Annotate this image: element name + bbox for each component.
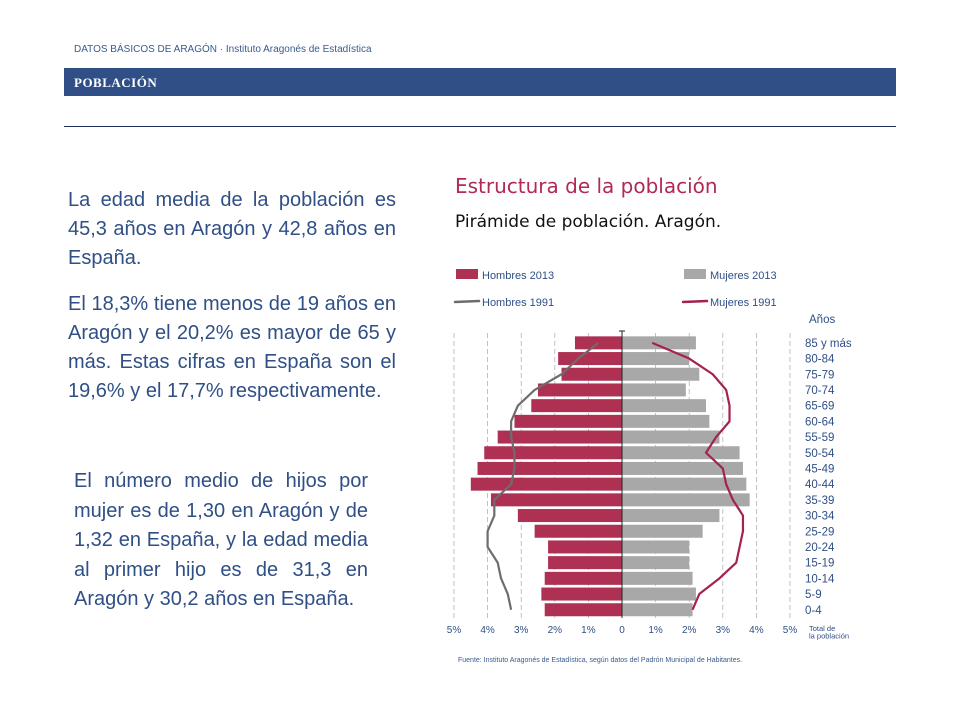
age-label: 15-19 [805, 558, 834, 570]
bar-mujeres-2013 [622, 446, 740, 460]
age-label: 25-29 [805, 526, 834, 538]
bar-mujeres-2013 [622, 367, 700, 381]
section-title: POBLACIÓN [74, 75, 158, 90]
bar-hombres-2013 [497, 430, 622, 444]
chart-subtitle: Pirámide de población. Aragón. [455, 212, 722, 232]
bar-mujeres-2013 [622, 493, 750, 507]
line-hombres-1991 [486, 341, 600, 610]
bar-mujeres-2013 [622, 524, 703, 538]
age-label: 60-64 [805, 416, 835, 428]
legend-label: Mujeres 2013 [710, 270, 777, 282]
legend-label: Mujeres 1991 [710, 297, 777, 309]
bar-hombres-2013 [531, 399, 622, 413]
bar-mujeres-2013 [622, 414, 710, 428]
bar-hombres-2013 [558, 352, 622, 366]
legend-label: Hombres 1991 [482, 297, 554, 309]
bar-hombres-2013 [544, 571, 622, 585]
bar-mujeres-2013 [622, 540, 690, 554]
age-label: 85 y más [805, 338, 852, 350]
age-label: 10-14 [805, 573, 835, 585]
bar-hombres-2013 [538, 383, 622, 397]
age-label: 35-39 [805, 495, 834, 507]
bar-hombres-2013 [574, 336, 622, 350]
age-label: 40-44 [805, 479, 835, 491]
x-tick-label: 3% [514, 625, 529, 636]
bar-hombres-2013 [561, 367, 622, 381]
bar-mujeres-2013 [622, 399, 706, 413]
section-banner: POBLACIÓN [64, 68, 896, 96]
bar-hombres-2013 [517, 509, 622, 523]
legend-swatch [456, 269, 478, 279]
bar-mujeres-2013 [622, 556, 690, 570]
age-label: 65-69 [805, 401, 834, 413]
x-tick-label: 1% [581, 625, 596, 636]
bar-mujeres-2013 [622, 477, 747, 491]
y-axis-title: Años [809, 314, 835, 326]
paragraph-age-groups: El 18,3% tiene menos de 19 años en Aragó… [68, 293, 396, 402]
bar-hombres-2013 [477, 461, 622, 475]
age-label: 50-54 [805, 448, 835, 460]
bar-hombres-2013 [544, 603, 622, 617]
population-pyramid-chart: 0-4 5-9 10-14 15-19 20-24 25-29 30-34 35-39 40-4… [447, 269, 852, 641]
bar-hombres-2013 [514, 414, 622, 428]
bar-hombres-2013 [548, 556, 622, 570]
bar-hombres-2013 [470, 477, 622, 491]
age-label: 70-74 [805, 385, 835, 397]
age-label: 45-49 [805, 463, 834, 475]
x-tick-label: 2% [548, 625, 563, 636]
age-label: 30-34 [805, 511, 835, 523]
x-tick-label: 2% [682, 625, 697, 636]
x-tick-label: 0 [619, 625, 625, 636]
age-label: 5-9 [805, 589, 822, 601]
x-tick-label: 5% [783, 625, 798, 636]
legend-swatch [684, 269, 706, 279]
bar-mujeres-2013 [622, 587, 696, 601]
age-label: 55-59 [805, 432, 834, 444]
age-label: 0-4 [805, 605, 822, 617]
bar-mujeres-2013 [622, 352, 690, 366]
bar-mujeres-2013 [622, 603, 693, 617]
age-label: 80-84 [805, 354, 835, 366]
bar-mujeres-2013 [622, 383, 686, 397]
bar-mujeres-2013 [622, 461, 743, 475]
x-axis-title-line: Total de [809, 624, 835, 633]
x-axis-title: Total de la población [809, 624, 849, 641]
line-mujeres-1991 [651, 341, 745, 611]
chart-source: Fuente: Instituto Aragonés de Estadístic… [458, 657, 743, 664]
legend-swatch-line [453, 299, 481, 304]
paragraph-fertility: El número medio de hijos por mujer es de… [74, 470, 368, 610]
age-label: 75-79 [805, 369, 834, 381]
bar-hombres-2013 [490, 493, 622, 507]
x-tick-label: 4% [749, 625, 764, 636]
chart-title: Estructura de la población [455, 174, 718, 198]
x-tick-label: 4% [480, 625, 495, 636]
x-tick-label: 5% [447, 625, 462, 636]
bar-hombres-2013 [534, 524, 622, 538]
bar-mujeres-2013 [622, 430, 720, 444]
x-tick-label: 1% [648, 625, 663, 636]
bar-mujeres-2013 [622, 336, 696, 350]
legend-label: Hombres 2013 [482, 270, 554, 282]
header-divider [64, 126, 896, 127]
x-tick-label: 3% [716, 625, 731, 636]
bar-mujeres-2013 [622, 571, 693, 585]
report-topline: DATOS BÁSICOS DE ARAGÓN · Instituto Arag… [74, 44, 372, 55]
paragraph-median-age: La edad media de la población es 45,3 añ… [68, 189, 396, 269]
legend-swatch-line [681, 299, 709, 304]
bar-hombres-2013 [484, 446, 622, 460]
bar-hombres-2013 [541, 587, 622, 601]
bar-mujeres-2013 [622, 509, 720, 523]
age-label: 20-24 [805, 542, 835, 554]
bar-hombres-2013 [548, 540, 622, 554]
x-axis-title-line: la población [809, 632, 849, 641]
